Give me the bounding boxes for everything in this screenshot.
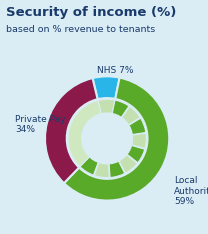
Text: NHS 7%: NHS 7% xyxy=(97,66,134,75)
Wedge shape xyxy=(127,146,145,163)
Wedge shape xyxy=(98,99,115,114)
Text: Security of income (%): Security of income (%) xyxy=(6,6,177,19)
Wedge shape xyxy=(93,76,120,99)
Wedge shape xyxy=(119,155,137,173)
Wedge shape xyxy=(64,78,169,201)
Wedge shape xyxy=(109,161,125,178)
Wedge shape xyxy=(132,133,146,148)
Text: Private Pay
34%: Private Pay 34% xyxy=(15,115,66,135)
Wedge shape xyxy=(112,100,129,117)
Text: Local
Authority
59%: Local Authority 59% xyxy=(174,176,208,206)
Wedge shape xyxy=(68,100,101,167)
Wedge shape xyxy=(45,78,98,183)
Wedge shape xyxy=(94,163,109,178)
Text: based on % revenue to tenants: based on % revenue to tenants xyxy=(6,25,156,33)
Wedge shape xyxy=(122,106,140,125)
Wedge shape xyxy=(80,157,98,175)
Wedge shape xyxy=(129,118,146,135)
